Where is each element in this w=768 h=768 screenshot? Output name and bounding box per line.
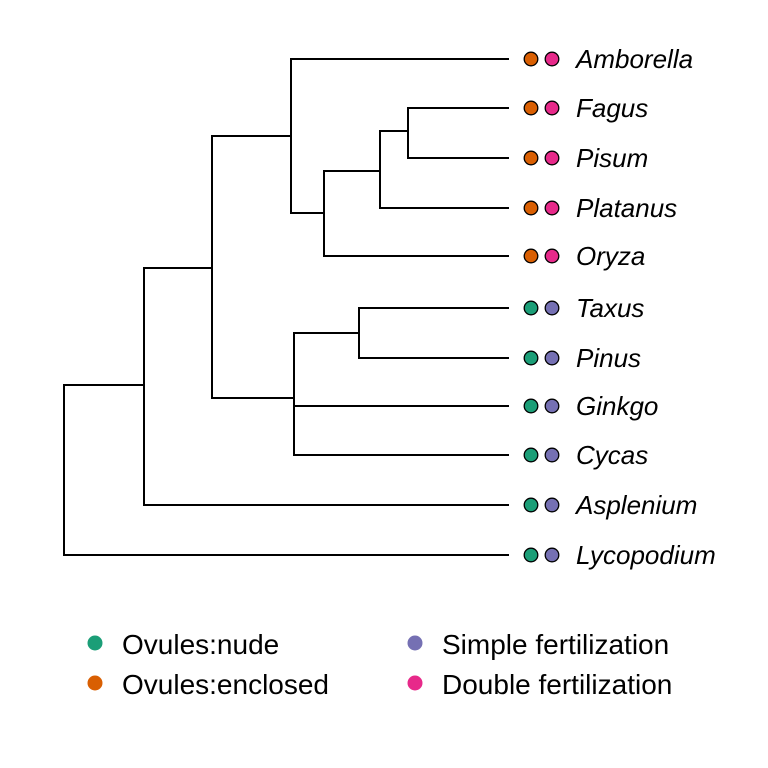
legend-item: Simple fertilization bbox=[407, 629, 669, 660]
fertilization-marker bbox=[544, 200, 560, 216]
ovules-marker bbox=[523, 200, 539, 216]
ovules-marker bbox=[523, 248, 539, 264]
ovules-marker bbox=[523, 547, 539, 563]
taxon-label: Pisum bbox=[576, 143, 648, 173]
legend-swatch bbox=[407, 635, 423, 651]
fertilization-marker bbox=[544, 497, 560, 513]
taxon-label: Asplenium bbox=[574, 490, 697, 520]
taxon-label: Taxus bbox=[576, 293, 644, 323]
taxon-label: Fagus bbox=[576, 93, 648, 123]
ovules-marker bbox=[523, 497, 539, 513]
legend: Ovules:nude Ovules:enclosed Simple fertili… bbox=[87, 629, 672, 700]
legend-swatch bbox=[407, 675, 423, 691]
taxon-label: Platanus bbox=[576, 193, 677, 223]
tree-branches bbox=[63, 58, 509, 556]
tip-cycas: Cycas bbox=[523, 440, 648, 470]
legend-label: Double fertilization bbox=[442, 669, 672, 700]
ovules-marker bbox=[523, 447, 539, 463]
tip-pinus: Pinus bbox=[523, 343, 641, 373]
tip-fagus: Fagus bbox=[523, 93, 648, 123]
fertilization-marker bbox=[544, 51, 560, 67]
tree-tips: Amborella Fagus Pisum Platanus Oryza Taxus Pin… bbox=[523, 44, 716, 570]
ovules-marker bbox=[523, 300, 539, 316]
ovules-marker bbox=[523, 398, 539, 414]
taxon-label: Pinus bbox=[576, 343, 641, 373]
tip-oryza: Oryza bbox=[523, 241, 645, 271]
taxon-label: Cycas bbox=[576, 440, 648, 470]
legend-item: Double fertilization bbox=[407, 669, 672, 700]
taxon-label: Oryza bbox=[576, 241, 645, 271]
fertilization-marker bbox=[544, 150, 560, 166]
taxon-label: Amborella bbox=[574, 44, 693, 74]
ovules-marker bbox=[523, 51, 539, 67]
legend-label: Ovules:enclosed bbox=[122, 669, 329, 700]
fertilization-marker bbox=[544, 350, 560, 366]
tip-ginkgo: Ginkgo bbox=[523, 391, 658, 421]
ovules-marker bbox=[523, 350, 539, 366]
tip-amborella: Amborella bbox=[523, 44, 693, 74]
fertilization-marker bbox=[544, 447, 560, 463]
legend-swatch bbox=[87, 675, 103, 691]
fertilization-marker bbox=[544, 300, 560, 316]
fertilization-marker bbox=[544, 248, 560, 264]
tip-platanus: Platanus bbox=[523, 193, 677, 223]
tip-taxus: Taxus bbox=[523, 293, 644, 323]
tip-pisum: Pisum bbox=[523, 143, 648, 173]
ovules-marker bbox=[523, 150, 539, 166]
legend-item: Ovules:enclosed bbox=[87, 669, 329, 700]
taxon-label: Lycopodium bbox=[576, 540, 716, 570]
fertilization-marker bbox=[544, 398, 560, 414]
legend-label: Ovules:nude bbox=[122, 629, 279, 660]
fertilization-marker bbox=[544, 100, 560, 116]
legend-item: Ovules:nude bbox=[87, 629, 279, 660]
legend-label: Simple fertilization bbox=[442, 629, 669, 660]
tip-asplenium: Asplenium bbox=[523, 490, 697, 520]
fertilization-marker bbox=[544, 547, 560, 563]
tip-lycopodium: Lycopodium bbox=[523, 540, 716, 570]
ovules-marker bbox=[523, 100, 539, 116]
legend-swatch bbox=[87, 635, 103, 651]
taxon-label: Ginkgo bbox=[576, 391, 658, 421]
